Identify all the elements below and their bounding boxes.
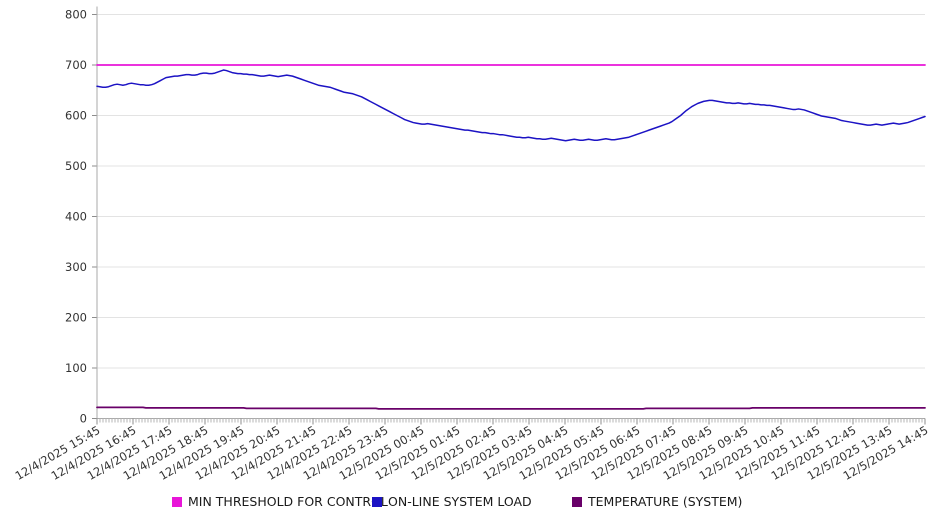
legend-item[interactable]: ON-LINE SYSTEM LOAD [372, 494, 532, 509]
legend-label: ON-LINE SYSTEM LOAD [388, 494, 532, 509]
series-line-1 [96, 69, 926, 142]
legend-item[interactable]: MIN THRESHOLD FOR CONTROL [172, 494, 388, 509]
y-axis-tick-label: 400 [65, 210, 87, 224]
y-axis-tick-label: 600 [65, 109, 87, 123]
data-series [96, 64, 926, 410]
legend-swatch-icon [372, 497, 382, 507]
legend-label: MIN THRESHOLD FOR CONTROL [188, 494, 388, 509]
x-axis-ticks [96, 418, 926, 425]
y-axis-tick-label: 100 [65, 361, 87, 375]
y-axis-tick-labels: 0 100 200 300 400 500 600 700 800 [65, 8, 87, 426]
legend-label: TEMPERATURE (SYSTEM) [587, 494, 742, 509]
y-axis-tick-label: 300 [65, 260, 87, 274]
series-line-2 [96, 406, 926, 410]
legend-swatch-icon [172, 497, 182, 507]
y-axis-tick-label: 0 [80, 412, 87, 426]
chart-legend: MIN THRESHOLD FOR CONTROL ON-LINE SYSTEM … [172, 494, 742, 509]
legend-item[interactable]: TEMPERATURE (SYSTEM) [572, 494, 742, 509]
axes [96, 6, 925, 420]
gridlines [92, 14, 925, 419]
y-axis-tick-label: 700 [65, 58, 87, 72]
y-axis-tick-label: 200 [65, 311, 87, 325]
y-axis-tick-label: 500 [65, 159, 87, 173]
legend-swatch-icon [572, 497, 582, 507]
y-axis-tick-label: 800 [65, 8, 87, 22]
